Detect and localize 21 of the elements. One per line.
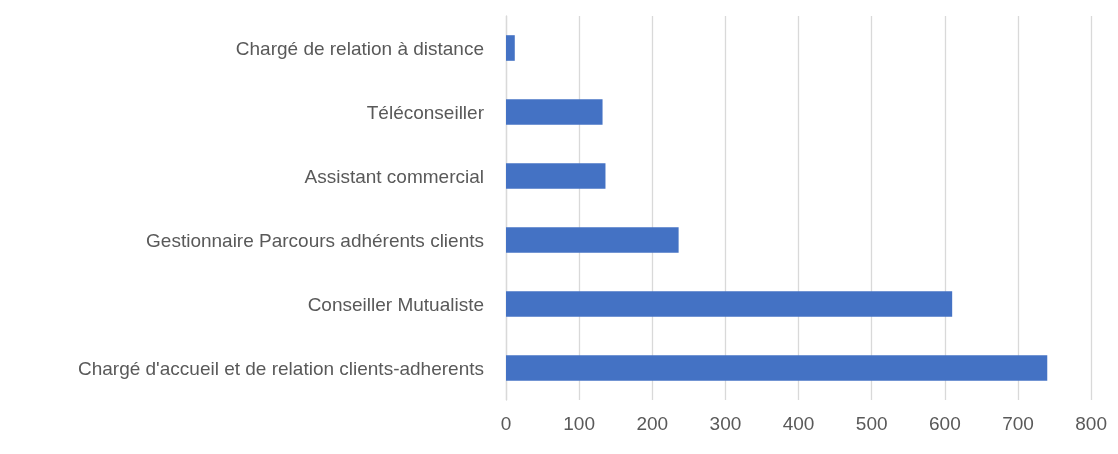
y-tick-label: Chargé de relation à distance xyxy=(235,37,484,59)
x-tick-label: 0 xyxy=(500,413,512,434)
bar xyxy=(506,227,679,253)
y-tick-label: Téléconseiller xyxy=(366,101,485,123)
y-tick-label: Conseiller Mutualiste xyxy=(307,293,484,315)
y-tick-label: Assistant commercial xyxy=(304,165,484,187)
x-tick-label: 400 xyxy=(782,413,815,434)
bar xyxy=(506,291,953,317)
x-tick-label: 200 xyxy=(636,413,669,434)
x-tick-label: 300 xyxy=(709,413,742,434)
x-tick-label: 100 xyxy=(563,413,595,434)
bar xyxy=(506,35,515,61)
y-tick-label: Gestionnaire Parcours adhérents clients xyxy=(146,229,484,251)
bar xyxy=(506,99,603,125)
bar xyxy=(506,163,606,189)
bar xyxy=(506,355,1048,381)
y-tick-label: Chargé d'accueil et de relation clients-adherents xyxy=(77,357,484,379)
x-tick-label: 600 xyxy=(929,413,961,434)
x-tick-label: 500 xyxy=(855,413,888,434)
x-tick-label: 800 xyxy=(1075,413,1107,434)
x-tick-label: 700 xyxy=(1002,413,1034,434)
